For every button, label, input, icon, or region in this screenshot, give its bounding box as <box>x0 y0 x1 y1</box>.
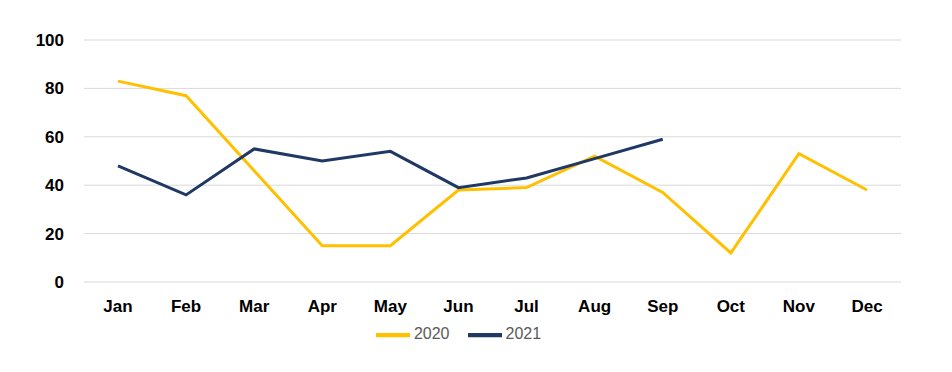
svg-text:20: 20 <box>45 225 64 244</box>
svg-text:80: 80 <box>45 79 64 98</box>
svg-text:40: 40 <box>45 176 64 195</box>
svg-text:60: 60 <box>45 128 64 147</box>
svg-text:Aug: Aug <box>578 297 611 316</box>
svg-text:Mar: Mar <box>239 297 270 316</box>
svg-text:0: 0 <box>55 273 64 292</box>
svg-text:Nov: Nov <box>783 297 816 316</box>
svg-text:May: May <box>374 297 408 316</box>
html-text:2020: 2020 <box>413 325 450 343</box>
svg-text:Dec: Dec <box>851 297 882 316</box>
svg-text:Feb: Feb <box>171 297 201 316</box>
html-text:2021: 2021 <box>505 325 542 343</box>
svg-text:100: 100 <box>36 31 64 50</box>
svg-text:Jun: Jun <box>443 297 473 316</box>
svg-text:Apr: Apr <box>308 297 338 316</box>
svg-text:Oct: Oct <box>717 297 746 316</box>
svg-text:Jan: Jan <box>103 297 132 316</box>
svg-text:Jul: Jul <box>514 297 539 316</box>
svg-text:Sep: Sep <box>647 297 678 316</box>
